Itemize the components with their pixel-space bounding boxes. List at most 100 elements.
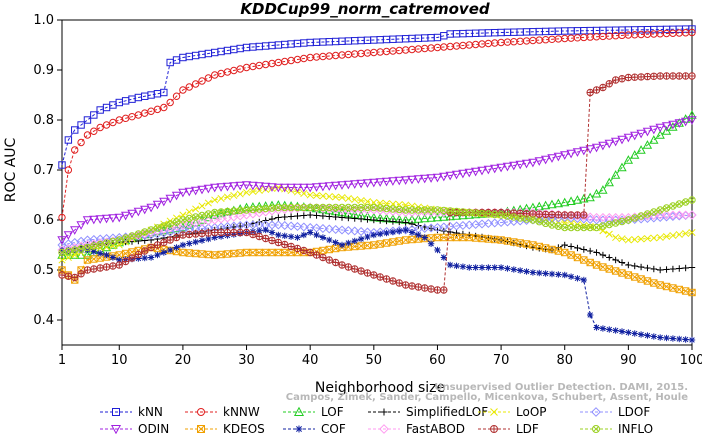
point-ldf (408, 282, 416, 290)
point-ldf (662, 72, 671, 80)
point-kdeos (580, 256, 588, 264)
point-odin (426, 174, 436, 183)
point-kdeos (198, 250, 206, 258)
point-ldof (439, 222, 449, 232)
point-simplifiedlof (256, 218, 263, 226)
point-simplifiedlof (682, 264, 689, 272)
point-lof (203, 212, 214, 222)
point-knnw (179, 86, 187, 94)
point-cof (542, 270, 549, 277)
point-loop (274, 183, 282, 192)
legend-marker (197, 425, 205, 433)
point-lof (642, 140, 653, 149)
point-ldof (458, 220, 468, 231)
point-loop (204, 199, 212, 207)
point-ldf (166, 236, 174, 244)
point-odin (356, 179, 366, 189)
series-line-ldf (61, 75, 692, 291)
point-cof (173, 244, 180, 251)
point-ldof (286, 221, 296, 231)
point-odin (235, 181, 245, 191)
point-odin (190, 186, 201, 196)
point-simplifiedlof (294, 212, 301, 220)
point-ldof (114, 232, 124, 243)
point-knnw (166, 98, 174, 107)
series-knnw (58, 28, 696, 222)
point-odin (241, 181, 252, 190)
point-ldf (484, 208, 493, 217)
point-ldf (172, 233, 181, 242)
point-cof (396, 227, 403, 235)
point-ldof (343, 225, 353, 236)
point-inflo (624, 216, 633, 224)
point-cof (109, 254, 117, 261)
point-loop (325, 192, 333, 201)
x-tick-label: 30 (238, 353, 255, 368)
point-odin (178, 188, 188, 198)
point-knnw (77, 138, 85, 147)
point-odin (369, 178, 379, 188)
point-kdeos (357, 242, 365, 250)
point-simplifiedlof (383, 217, 390, 225)
point-cof (345, 239, 352, 247)
legend-label: kNN (138, 405, 163, 419)
point-ldof (496, 217, 506, 228)
point-odin (451, 170, 462, 180)
point-ldf (261, 234, 270, 243)
point-cof (192, 238, 199, 246)
series-line-lof (62, 114, 693, 256)
point-loop (605, 230, 613, 238)
point-odin (311, 183, 322, 192)
point-loop (217, 194, 225, 203)
point-ldf (242, 228, 251, 237)
point-odin (388, 177, 398, 186)
point-inflo (541, 219, 550, 228)
point-ldf (611, 76, 620, 84)
point-cof (663, 334, 670, 342)
legend-marker (293, 406, 305, 416)
point-kdeos (427, 234, 435, 242)
point-knnw (64, 166, 73, 174)
point-odin (540, 155, 551, 165)
series-knn (58, 25, 696, 169)
point-simplifiedlof (376, 217, 384, 224)
point-ldf (370, 271, 378, 279)
point-simplifiedlof (599, 251, 607, 259)
point-ldof (318, 223, 328, 234)
legend-marker (591, 407, 601, 417)
point-simplifiedlof (147, 236, 155, 244)
point-odin (458, 169, 468, 179)
point-ldf (344, 263, 353, 271)
legend-item-cof: COF (283, 422, 346, 434)
point-fastabod (311, 203, 322, 213)
point-simplifiedlof (644, 264, 651, 272)
point-odin (534, 157, 544, 166)
point-ldof (273, 220, 283, 230)
point-simplifiedlof (586, 247, 594, 255)
point-lof (560, 197, 570, 207)
point-simplifiedlof (593, 249, 600, 256)
point-odin (82, 216, 93, 225)
point-lof (82, 250, 93, 259)
point-ldof (350, 226, 360, 236)
point-simplifiedlof (656, 266, 664, 274)
point-kdeos (83, 256, 92, 264)
point-ldf (605, 80, 613, 88)
point-odin (598, 141, 608, 151)
legend-label: COF (321, 422, 346, 434)
point-kdeos (242, 248, 251, 257)
point-kdeos (599, 263, 607, 271)
point-ldf (58, 271, 66, 279)
point-cof (682, 336, 689, 343)
point-odin (687, 116, 697, 125)
point-simplifiedlof (453, 229, 460, 237)
point-odin (642, 127, 653, 137)
watermark-line-2: Campos, Zimek, Sander, Campello, Micenko… (286, 392, 688, 403)
point-ldof (426, 223, 436, 233)
point-ldf (96, 264, 104, 272)
point-odin (299, 183, 309, 193)
point-lof (547, 199, 557, 209)
point-knnw (172, 92, 181, 100)
point-simplifiedlof (389, 218, 397, 225)
point-odin (76, 221, 86, 230)
